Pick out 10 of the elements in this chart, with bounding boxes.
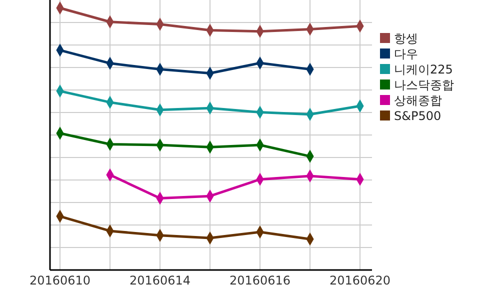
legend-label: 나스닥종합 — [394, 78, 454, 92]
legend-label: S&P500 — [394, 109, 442, 123]
legend-label: 니케이225 — [394, 62, 453, 76]
x-tick-label: 20160610 — [29, 274, 91, 288]
x-tick-label: 20160616 — [229, 274, 291, 288]
legend-label: 항셍 — [394, 32, 418, 46]
x-tick-label: 20160620 — [329, 274, 391, 288]
legend-label: 다우 — [394, 47, 418, 61]
x-tick-label: 20160614 — [129, 274, 191, 288]
legend-label: 상해종합 — [394, 94, 442, 108]
